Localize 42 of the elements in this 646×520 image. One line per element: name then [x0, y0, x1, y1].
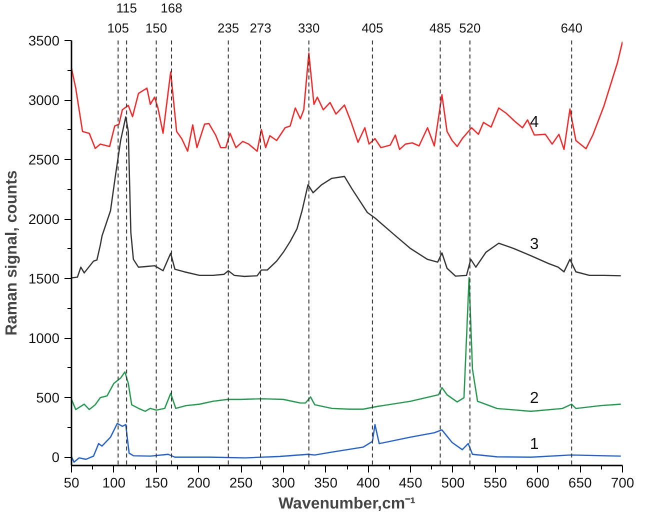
x-axis-title: Wavenumber,cm⁻¹	[278, 496, 416, 512]
ref-line-label: 330	[298, 20, 320, 36]
x-tick-label: 400	[356, 474, 380, 490]
y-tick-label: 1500	[28, 270, 60, 287]
series-label: 1	[530, 436, 539, 453]
ref-line-label: 105	[107, 20, 129, 36]
line-series	[72, 41, 622, 152]
y-tick-label: 1000	[28, 330, 60, 346]
x-tick-label: 350	[314, 474, 338, 490]
x-tick-label: 600	[526, 474, 550, 490]
ref-line-label: 150	[145, 20, 168, 36]
ref-line-label: 273	[250, 20, 272, 36]
x-tick-label: 150	[144, 474, 168, 490]
series-label: 2	[530, 390, 539, 408]
ref-line-label: 115	[116, 0, 137, 16]
x-tick-label: 650	[568, 474, 592, 490]
y-tick-label: 3000	[28, 92, 60, 108]
ref-line-label: 168	[160, 0, 182, 16]
x-tick-label: 200	[186, 474, 211, 490]
y-tick-label: 2000	[28, 211, 60, 228]
ref-line-label: 485	[429, 20, 452, 36]
y-tick-label: 3500	[28, 32, 60, 48]
x-tick-label: 50	[64, 474, 80, 490]
ref-line-label: 405	[362, 20, 384, 36]
ref-line-label: 235	[217, 20, 240, 36]
line-series	[72, 276, 622, 412]
x-tick-label: 500	[441, 474, 465, 490]
x-tick-label: 450	[398, 474, 422, 490]
series-label: 4	[530, 114, 539, 132]
y-tick-label: 0	[52, 449, 60, 466]
ref-line-label: 640	[560, 20, 582, 36]
y-tick-label: 2500	[28, 152, 60, 168]
x-tick-label: 100	[102, 474, 126, 490]
y-axis-title: Raman signal, counts	[3, 170, 20, 336]
y-tick-label: 500	[36, 390, 60, 406]
x-tick-label: 300	[272, 474, 296, 490]
x-tick-label: 250	[229, 474, 253, 490]
line-series	[72, 422, 622, 463]
x-tick-label: 550	[484, 474, 508, 490]
series-label: 3	[530, 236, 539, 254]
x-tick-label: 700	[610, 474, 634, 490]
ref-line-label: 520	[459, 20, 481, 36]
